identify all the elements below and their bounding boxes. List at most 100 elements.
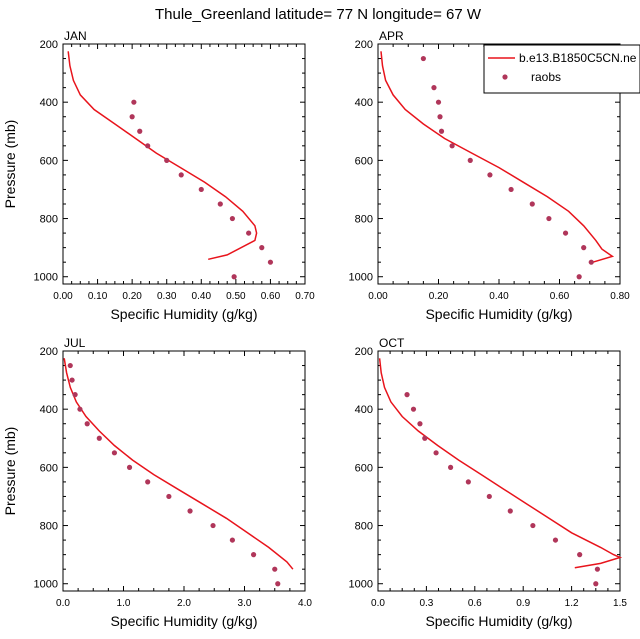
obs-point [267, 259, 274, 265]
obs-point [166, 493, 172, 500]
obs-point [198, 186, 204, 193]
obs-point [67, 362, 73, 369]
obs-point [187, 508, 193, 514]
legend: b.e13.B1850C5CN.ne raobs [483, 44, 640, 94]
panel-label: APR [379, 29, 404, 43]
x-tick-label: 0.10 [88, 291, 108, 302]
obs-point [530, 522, 536, 529]
x-tick-label: 0.0 [371, 598, 385, 609]
obs-point [69, 377, 75, 383]
obs-point [126, 464, 133, 470]
x-tick-label: 0.20 [429, 291, 449, 302]
x-tick-label: 0.00 [53, 291, 73, 302]
x-tick-label: 0.30 [157, 291, 177, 302]
legend-obs-label: raobs [531, 70, 561, 84]
panel-label: JUL [64, 336, 86, 350]
x-tick-label: 0.3 [419, 598, 433, 609]
y-tick-label: 1000 [349, 272, 373, 284]
obs-point [246, 230, 252, 236]
obs-point [593, 581, 599, 587]
x-tick-label: 3.0 [238, 598, 252, 609]
y-tick-label: 400 [355, 97, 373, 109]
panel-apr: APR 0.00 0.20 0.40 0.60 0.80 200 400 600 800 1000 S… [349, 29, 631, 322]
y-axis-label: Pressure (mb) [2, 120, 18, 209]
x-tick-label: 0.40 [192, 291, 212, 302]
y-tick-label: 800 [355, 521, 373, 533]
x-axis-label: Specific Humidity (g/kg) [110, 306, 257, 322]
obs-point [410, 406, 417, 412]
panel-jul: JUL 0.0 1.0 2.0 3.0 4.0 200 400 600 800 1000 Specif… [2, 336, 312, 629]
x-tick-label: 1.0 [117, 598, 131, 609]
y-tick-label: 600 [40, 155, 58, 167]
obs-point [581, 245, 587, 251]
y-tick-label: 200 [40, 346, 58, 358]
obs-point [129, 114, 135, 120]
x-axis-label: Specific Humidity (g/kg) [425, 306, 572, 322]
obs-point [178, 172, 184, 178]
obs-point [562, 230, 569, 236]
y-tick-label: 800 [355, 214, 373, 226]
obs-point [529, 201, 535, 207]
legend-model-label: b.e13.B1850C5CN.ne [519, 51, 637, 65]
panel-oct: OCT 0.0 0.3 0.6 0.9 1.2 1.5 200 400 600 800 1000 Spe… [349, 336, 628, 629]
obs-point [486, 493, 492, 500]
x-tick-label: 0.6 [468, 598, 482, 609]
y-tick-label: 400 [355, 404, 373, 416]
obs-point [588, 259, 594, 265]
obs-point [229, 537, 235, 543]
obs-point [250, 552, 257, 558]
obs-point [275, 581, 281, 587]
obs-point [229, 215, 235, 222]
y-tick-label: 400 [40, 97, 58, 109]
x-tick-label: 4.0 [298, 598, 312, 609]
y-axis-label: Pressure (mb) [2, 427, 18, 516]
x-axis-label: Specific Humidity (g/kg) [110, 613, 257, 629]
obs-point [507, 508, 513, 514]
obs-point [137, 128, 143, 134]
obs-point [437, 114, 443, 120]
x-tick-label: 0.0 [56, 598, 70, 609]
legend-box [483, 44, 640, 94]
panel-label: OCT [379, 336, 405, 350]
obs-point [449, 143, 455, 149]
obs-point [217, 201, 223, 207]
x-tick-label: 0.80 [610, 291, 630, 302]
obs-point [438, 128, 445, 134]
obs-point [272, 566, 278, 572]
obs-point [259, 245, 265, 251]
obs-point [77, 406, 83, 412]
y-tick-label: 600 [355, 155, 373, 167]
obs-point [210, 522, 216, 529]
model-series-line [67, 51, 258, 261]
x-tick-label: 2.0 [177, 598, 191, 609]
obs-point [508, 186, 514, 193]
obs-point [487, 172, 493, 178]
obs-point [546, 215, 552, 222]
model-series-line [63, 358, 294, 570]
legend-obs-marker [502, 74, 508, 80]
obs-point [576, 274, 582, 280]
y-tick-label: 400 [40, 404, 58, 416]
x-tick-label: 0.60 [261, 291, 281, 302]
figure-title: Thule_Greenland latitude= 77 N longitude… [155, 6, 482, 23]
y-tick-label: 200 [355, 346, 373, 358]
obs-point [594, 566, 601, 572]
x-tick-label: 0.9 [516, 598, 530, 609]
x-tick-label: 0.50 [226, 291, 246, 302]
obs-point [164, 157, 170, 163]
x-tick-label: 1.5 [613, 598, 627, 609]
obs-point [145, 143, 151, 149]
obs-point [84, 421, 90, 427]
y-tick-label: 600 [355, 462, 373, 474]
x-tick-label: 0.00 [368, 291, 388, 302]
obs-point [422, 435, 428, 441]
obs-point [96, 435, 102, 441]
y-tick-label: 800 [40, 521, 58, 533]
model-series-line [378, 358, 623, 569]
x-tick-label: 0.40 [489, 291, 509, 302]
obs-point [448, 464, 454, 470]
obs-point [431, 85, 437, 91]
y-tick-label: 1000 [34, 272, 58, 284]
obs-point [465, 479, 471, 485]
